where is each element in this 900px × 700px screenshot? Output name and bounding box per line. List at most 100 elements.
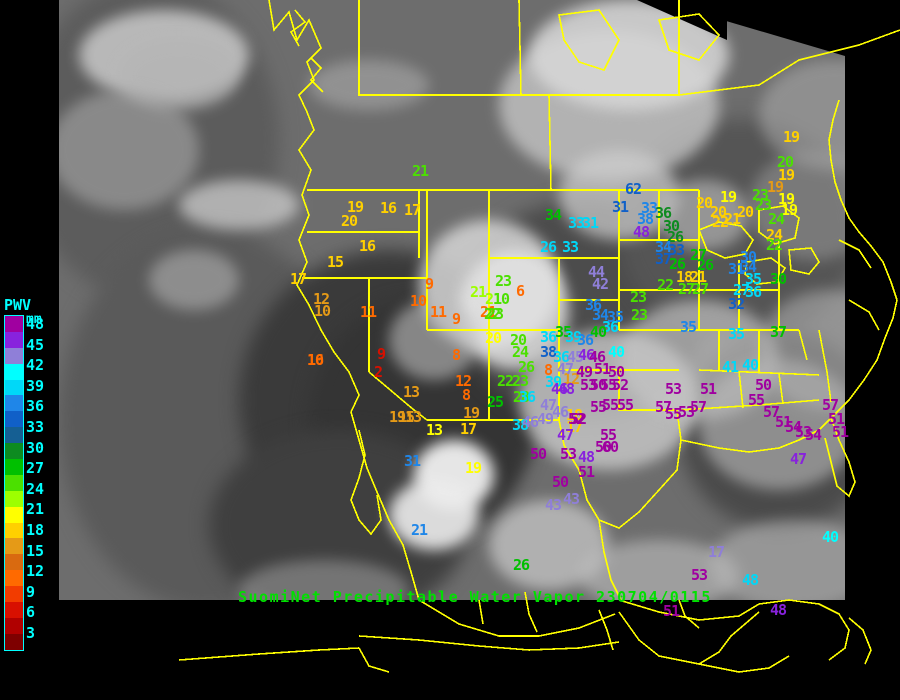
station-pwv-value[interactable]: 10 — [314, 302, 331, 320]
station-pwv-value[interactable]: 48 — [558, 380, 575, 398]
station-pwv-value[interactable]: 33 — [641, 199, 658, 217]
station-pwv-value[interactable]: 40 — [742, 356, 759, 374]
station-pwv-value[interactable]: 11 — [430, 303, 447, 321]
station-pwv-value[interactable]: 26 — [513, 556, 530, 574]
station-pwv-value[interactable]: 12 — [563, 370, 580, 388]
station-pwv-value[interactable]: 49 — [576, 363, 593, 381]
station-pwv-value[interactable]: 44 — [588, 263, 605, 281]
station-pwv-value[interactable]: 11 — [360, 303, 377, 321]
station-pwv-value[interactable]: 54 — [785, 418, 802, 436]
station-pwv-value[interactable]: 33 — [668, 241, 685, 259]
station-pwv-value[interactable]: 57 — [655, 398, 672, 416]
station-pwv-value[interactable]: 31 — [612, 198, 629, 216]
station-pwv-value[interactable]: 20 — [510, 331, 527, 349]
station-pwv-value[interactable]: 57 — [763, 403, 780, 421]
station-pwv-value[interactable]: 57 — [822, 396, 839, 414]
station-pwv-value[interactable]: 53 — [678, 403, 695, 421]
station-pwv-value[interactable]: 19 — [781, 201, 798, 219]
station-pwv-value[interactable]: 50 — [590, 376, 607, 394]
station-pwv-value[interactable]: 28 — [513, 388, 530, 406]
station-pwv-value[interactable]: 21 — [411, 521, 428, 539]
station-pwv-value[interactable]: 38 — [637, 210, 654, 228]
station-pwv-value[interactable]: 19 — [767, 178, 784, 196]
station-pwv-value[interactable]: 30 — [740, 248, 757, 266]
station-pwv-value[interactable]: 17 — [290, 270, 307, 288]
station-pwv-value[interactable]: 37 — [770, 323, 787, 341]
station-pwv-value[interactable]: 23 — [752, 186, 769, 204]
station-pwv-value[interactable]: 36 — [553, 348, 570, 366]
station-pwv-value[interactable]: 36 — [519, 388, 536, 406]
station-pwv-value[interactable]: 41 — [722, 358, 739, 376]
station-pwv-value[interactable]: 17 — [460, 420, 477, 438]
station-pwv-value[interactable]: 53 — [665, 380, 682, 398]
station-pwv-value[interactable]: 46 — [578, 346, 595, 364]
station-pwv-value[interactable]: 13 — [403, 383, 420, 401]
station-pwv-value[interactable]: 22 — [497, 372, 514, 390]
station-pwv-value[interactable]: 47 — [557, 426, 574, 444]
station-pwv-value[interactable]: 16 — [307, 351, 324, 369]
station-pwv-value[interactable]: 55 — [602, 396, 619, 414]
station-pwv-value[interactable]: 51 — [832, 423, 849, 441]
station-pwv-value[interactable]: 8 — [462, 386, 471, 404]
station-pwv-value[interactable]: 21 — [485, 290, 502, 308]
station-pwv-value[interactable]: 21 — [690, 268, 707, 286]
station-pwv-value[interactable]: 48 — [633, 223, 650, 241]
station-pwv-value[interactable]: 17 — [708, 543, 725, 561]
station-pwv-value[interactable]: 19 — [783, 128, 800, 146]
station-pwv-value[interactable]: 10 — [410, 292, 427, 310]
station-pwv-value[interactable]: 51 — [594, 360, 611, 378]
station-pwv-value[interactable]: 35 — [745, 270, 762, 288]
station-pwv-value[interactable]: 43 — [563, 490, 580, 508]
station-pwv-value[interactable]: 40 — [590, 323, 607, 341]
station-pwv-value[interactable]: 12 — [455, 372, 472, 390]
station-pwv-value[interactable]: 53 — [795, 423, 812, 441]
station-pwv-value[interactable]: 50 — [755, 376, 772, 394]
station-pwv-value[interactable]: 13 — [405, 408, 422, 426]
station-pwv-value[interactable]: 36 — [540, 328, 557, 346]
station-pwv-value[interactable]: 39 — [545, 373, 562, 391]
station-pwv-value[interactable]: 31 — [404, 452, 421, 470]
station-pwv-value[interactable]: 36 — [602, 318, 619, 336]
station-pwv-value[interactable]: 19 — [465, 459, 482, 477]
station-pwv-value[interactable]: 33 — [562, 238, 579, 256]
station-pwv-value[interactable]: 55 — [665, 405, 682, 423]
station-pwv-value[interactable]: 46 — [522, 413, 539, 431]
station-pwv-value[interactable]: 24 — [766, 226, 783, 244]
station-pwv-value[interactable]: 50 — [595, 438, 612, 456]
station-pwv-value[interactable]: 24 — [512, 343, 529, 361]
station-pwv-value[interactable]: 23 — [755, 196, 772, 214]
station-pwv-value[interactable]: 35 — [607, 308, 624, 326]
station-pwv-value[interactable]: 42 — [592, 275, 609, 293]
station-pwv-value[interactable]: 38 — [540, 343, 557, 361]
station-pwv-value[interactable]: 48 — [742, 571, 759, 589]
station-pwv-value[interactable]: 53 — [691, 566, 708, 584]
station-pwv-value[interactable]: 2 — [374, 363, 383, 381]
station-pwv-value[interactable]: 16 — [380, 199, 397, 217]
station-pwv-value[interactable]: 50 — [608, 363, 625, 381]
station-pwv-value[interactable]: 36 — [577, 331, 594, 349]
station-pwv-value[interactable]: 20 — [777, 153, 794, 171]
station-pwv-value[interactable]: 38 — [512, 416, 529, 434]
station-pwv-value[interactable]: 23 — [512, 372, 529, 390]
station-pwv-value[interactable]: 23 — [631, 306, 648, 324]
station-pwv-value[interactable]: 12 — [313, 290, 330, 308]
station-pwv-value[interactable]: 46 — [551, 380, 568, 398]
station-pwv-value[interactable]: 49 — [537, 410, 554, 428]
station-pwv-value[interactable]: 33 — [568, 214, 585, 232]
station-pwv-value[interactable]: 34 — [592, 306, 609, 324]
station-pwv-value[interactable]: 55 — [600, 426, 617, 444]
station-pwv-value[interactable]: 50 — [552, 473, 569, 491]
station-pwv-value[interactable]: 19 — [778, 190, 795, 208]
station-pwv-value[interactable]: 6 — [516, 282, 525, 300]
station-pwv-value[interactable]: 15 — [398, 408, 415, 426]
station-pwv-value[interactable]: 23 — [487, 305, 504, 323]
station-pwv-value[interactable]: 20 — [485, 329, 502, 347]
station-pwv-value[interactable]: 43 — [545, 496, 562, 514]
station-pwv-value[interactable]: 20 — [341, 212, 358, 230]
station-pwv-value[interactable]: 23 — [495, 272, 512, 290]
station-pwv-value[interactable]: 51 — [775, 413, 792, 431]
station-pwv-value[interactable]: 19 — [778, 166, 795, 184]
station-pwv-value[interactable]: 26 — [669, 255, 686, 273]
station-pwv-value[interactable]: 35 — [680, 318, 697, 336]
station-pwv-value[interactable]: 47 — [540, 396, 557, 414]
